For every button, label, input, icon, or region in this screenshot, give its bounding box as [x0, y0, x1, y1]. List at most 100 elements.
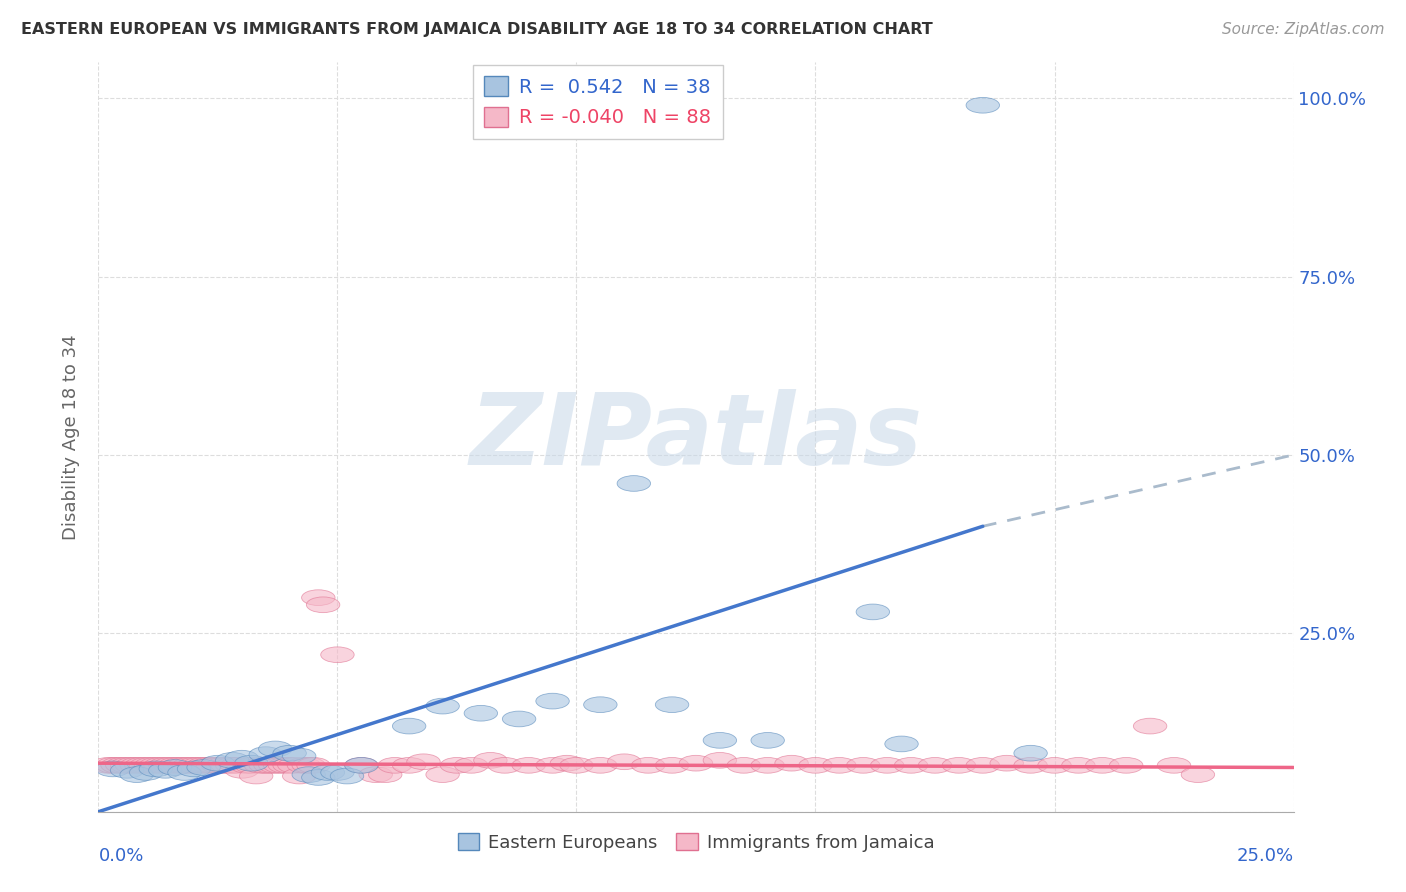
- Ellipse shape: [207, 757, 239, 773]
- Ellipse shape: [183, 757, 215, 773]
- Ellipse shape: [111, 757, 143, 773]
- Ellipse shape: [173, 757, 207, 773]
- Ellipse shape: [292, 757, 326, 773]
- Ellipse shape: [727, 757, 761, 773]
- Ellipse shape: [378, 757, 412, 773]
- Ellipse shape: [221, 757, 254, 773]
- Ellipse shape: [139, 761, 173, 777]
- Ellipse shape: [153, 757, 187, 773]
- Ellipse shape: [101, 757, 135, 773]
- Ellipse shape: [583, 697, 617, 713]
- Ellipse shape: [129, 764, 163, 780]
- Ellipse shape: [167, 757, 201, 773]
- Ellipse shape: [679, 756, 713, 771]
- Ellipse shape: [1133, 718, 1167, 734]
- Ellipse shape: [159, 757, 191, 773]
- Ellipse shape: [1181, 767, 1215, 782]
- Ellipse shape: [311, 764, 344, 780]
- Ellipse shape: [823, 757, 856, 773]
- Ellipse shape: [159, 760, 191, 775]
- Ellipse shape: [344, 757, 378, 773]
- Ellipse shape: [703, 732, 737, 748]
- Ellipse shape: [392, 718, 426, 734]
- Ellipse shape: [368, 767, 402, 782]
- Ellipse shape: [249, 757, 283, 773]
- Ellipse shape: [775, 756, 808, 771]
- Ellipse shape: [1085, 757, 1119, 773]
- Text: 0.0%: 0.0%: [98, 847, 143, 865]
- Ellipse shape: [359, 767, 392, 782]
- Ellipse shape: [231, 757, 263, 773]
- Ellipse shape: [139, 757, 173, 773]
- Ellipse shape: [120, 757, 153, 773]
- Ellipse shape: [201, 757, 235, 773]
- Ellipse shape: [607, 754, 641, 770]
- Ellipse shape: [966, 757, 1000, 773]
- Ellipse shape: [426, 698, 460, 714]
- Text: 25.0%: 25.0%: [1236, 847, 1294, 865]
- Ellipse shape: [406, 754, 440, 770]
- Ellipse shape: [96, 757, 129, 773]
- Ellipse shape: [512, 757, 546, 773]
- Ellipse shape: [235, 757, 269, 773]
- Ellipse shape: [502, 711, 536, 727]
- Ellipse shape: [105, 757, 139, 773]
- Ellipse shape: [1014, 757, 1047, 773]
- Ellipse shape: [1062, 757, 1095, 773]
- Ellipse shape: [307, 597, 340, 613]
- Ellipse shape: [474, 753, 508, 768]
- Legend: Eastern Europeans, Immigrants from Jamaica: Eastern Europeans, Immigrants from Jamai…: [450, 826, 942, 859]
- Ellipse shape: [1157, 757, 1191, 773]
- Ellipse shape: [96, 761, 129, 777]
- Ellipse shape: [249, 747, 283, 763]
- Ellipse shape: [799, 757, 832, 773]
- Ellipse shape: [111, 763, 143, 778]
- Text: ZIPatlas: ZIPatlas: [470, 389, 922, 485]
- Ellipse shape: [278, 757, 311, 773]
- Ellipse shape: [392, 757, 426, 773]
- Ellipse shape: [488, 757, 522, 773]
- Ellipse shape: [1038, 757, 1071, 773]
- Ellipse shape: [269, 757, 302, 773]
- Ellipse shape: [259, 757, 292, 773]
- Ellipse shape: [239, 768, 273, 784]
- Ellipse shape: [115, 757, 149, 773]
- Y-axis label: Disability Age 18 to 34: Disability Age 18 to 34: [62, 334, 80, 540]
- Ellipse shape: [215, 753, 249, 768]
- Ellipse shape: [273, 757, 307, 773]
- Ellipse shape: [91, 757, 125, 773]
- Text: Source: ZipAtlas.com: Source: ZipAtlas.com: [1222, 22, 1385, 37]
- Ellipse shape: [125, 757, 159, 773]
- Ellipse shape: [225, 750, 259, 766]
- Ellipse shape: [197, 757, 231, 773]
- Ellipse shape: [560, 757, 593, 773]
- Ellipse shape: [215, 757, 249, 773]
- Ellipse shape: [143, 757, 177, 773]
- Ellipse shape: [201, 756, 235, 771]
- Ellipse shape: [751, 732, 785, 748]
- Ellipse shape: [225, 763, 259, 778]
- Ellipse shape: [187, 757, 221, 773]
- Ellipse shape: [990, 756, 1024, 771]
- Ellipse shape: [149, 757, 183, 773]
- Ellipse shape: [464, 706, 498, 721]
- Ellipse shape: [426, 767, 460, 782]
- Ellipse shape: [301, 770, 335, 785]
- Ellipse shape: [149, 763, 183, 778]
- Ellipse shape: [884, 736, 918, 752]
- Ellipse shape: [655, 697, 689, 713]
- Ellipse shape: [301, 590, 335, 606]
- Ellipse shape: [536, 693, 569, 709]
- Ellipse shape: [344, 757, 378, 773]
- Ellipse shape: [283, 768, 316, 784]
- Ellipse shape: [631, 757, 665, 773]
- Ellipse shape: [550, 756, 583, 771]
- Ellipse shape: [1014, 746, 1047, 761]
- Ellipse shape: [177, 761, 211, 777]
- Ellipse shape: [330, 768, 364, 784]
- Ellipse shape: [167, 764, 201, 780]
- Ellipse shape: [894, 757, 928, 773]
- Ellipse shape: [583, 757, 617, 773]
- Ellipse shape: [440, 757, 474, 773]
- Ellipse shape: [259, 741, 292, 756]
